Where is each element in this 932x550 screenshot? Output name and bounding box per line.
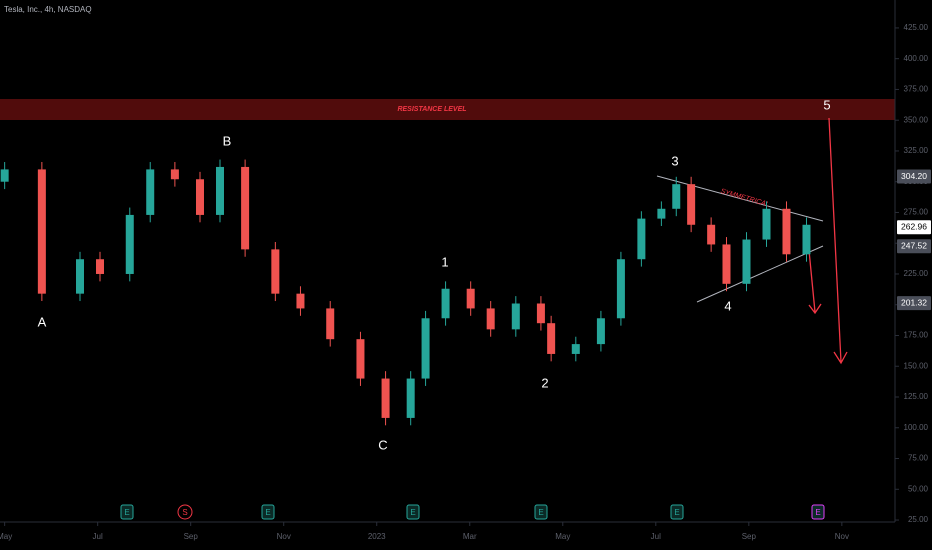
candle-body (296, 293, 305, 309)
x-tick-label: 2023 (368, 532, 386, 541)
y-tick-label: 400.00 (904, 54, 929, 63)
resistance-label: RESISTANCE LEVEL (397, 106, 466, 113)
wave-label: 1 (441, 254, 448, 269)
candle-body (441, 288, 450, 319)
x-tick-label: Sep (742, 532, 757, 541)
wave-label: 2 (541, 375, 548, 390)
y-tick-label: 425.00 (904, 23, 929, 32)
event-icon (811, 504, 825, 520)
chart-title: Tesla, Inc., 4h, NASDAQ (4, 5, 92, 14)
candle-body (547, 323, 556, 354)
price-label-box (897, 169, 931, 184)
y-tick-label: 275.00 (904, 208, 929, 217)
x-tick-label: Sep (184, 532, 199, 541)
y-tick-label: 175.00 (904, 331, 929, 340)
candle-body (241, 166, 250, 250)
event-icon (406, 504, 420, 520)
candle-body (125, 214, 134, 274)
y-tick-label: 325.00 (904, 146, 929, 155)
candle-body (657, 208, 666, 219)
y-tick-label: 25.00 (908, 515, 929, 524)
event-label: E (124, 508, 129, 517)
y-tick-label: 125.00 (904, 392, 929, 401)
x-tick-label: Jul (651, 532, 661, 541)
event-label: E (265, 508, 270, 517)
y-tick-label: 75.00 (908, 454, 929, 463)
candle-body (571, 344, 580, 354)
candle-body (637, 218, 646, 260)
candle-body (466, 288, 475, 309)
triangle-lower (696, 245, 824, 303)
event-icon (670, 504, 684, 520)
price-label-box (897, 239, 931, 254)
candle-body (170, 169, 179, 180)
event-label: S (182, 508, 187, 517)
y-tick-label: 375.00 (904, 85, 929, 94)
candle-body (742, 239, 751, 284)
y-tick-label: 350.00 (904, 115, 929, 124)
event-icon (120, 504, 134, 520)
arrow-long (828, 117, 848, 365)
candle-body (271, 249, 280, 294)
y-tick-label: 150.00 (904, 361, 929, 370)
candle-body (215, 166, 224, 215)
wave-label: C (378, 437, 387, 452)
candle-body (687, 184, 696, 225)
y-tick-label: 50.00 (908, 484, 929, 493)
price-label-box (897, 220, 931, 235)
x-tick-label: Nov (835, 532, 849, 541)
wave-label: A (38, 314, 47, 329)
candle-body (802, 224, 811, 255)
x-tick-label: May (555, 532, 570, 541)
candle-body (707, 224, 716, 245)
price-label: 262.96 (901, 222, 927, 232)
candle-body (616, 259, 625, 319)
candle-body (146, 169, 155, 215)
x-tick-label: Nov (277, 532, 291, 541)
price-label: 247.52 (901, 241, 927, 251)
candle-body (486, 308, 495, 330)
x-tick-label: Jul (93, 532, 103, 541)
candle-body (326, 308, 335, 340)
event-icon (534, 504, 548, 520)
candle-body (95, 259, 104, 274)
event-label: E (815, 508, 820, 517)
wave-label: B (223, 133, 232, 148)
event-icon (261, 504, 275, 520)
candle-body (406, 378, 415, 418)
candle-body (536, 303, 545, 324)
candle-body (722, 244, 731, 284)
event-label: E (410, 508, 415, 517)
event-label: E (674, 508, 679, 517)
candle-body (511, 303, 520, 330)
price-label-box (897, 296, 931, 311)
candle-body (762, 208, 771, 240)
candle-body (782, 208, 791, 255)
y-tick-label: 225.00 (904, 269, 929, 278)
candle-body (75, 259, 84, 294)
candle-body (381, 378, 390, 418)
wave-label: 5 (823, 97, 830, 112)
triangle-upper (656, 175, 824, 222)
wave-label: 4 (724, 298, 731, 313)
candle-body (356, 339, 365, 379)
x-tick-label: Mar (463, 532, 477, 541)
resistance-band (0, 99, 895, 120)
x-tick-label: May (0, 532, 12, 541)
candle-body (0, 169, 9, 182)
candle-body (596, 318, 605, 345)
y-tick-label: 100.00 (904, 423, 929, 432)
event-icon (177, 504, 193, 520)
price-label: 201.32 (901, 297, 927, 307)
candle-body (421, 318, 430, 379)
candle-body (37, 169, 46, 294)
price-label: 304.20 (901, 171, 927, 181)
candle-body (195, 179, 204, 215)
event-label: E (538, 508, 543, 517)
candle-body (672, 184, 681, 209)
wave-label: 3 (671, 153, 678, 168)
